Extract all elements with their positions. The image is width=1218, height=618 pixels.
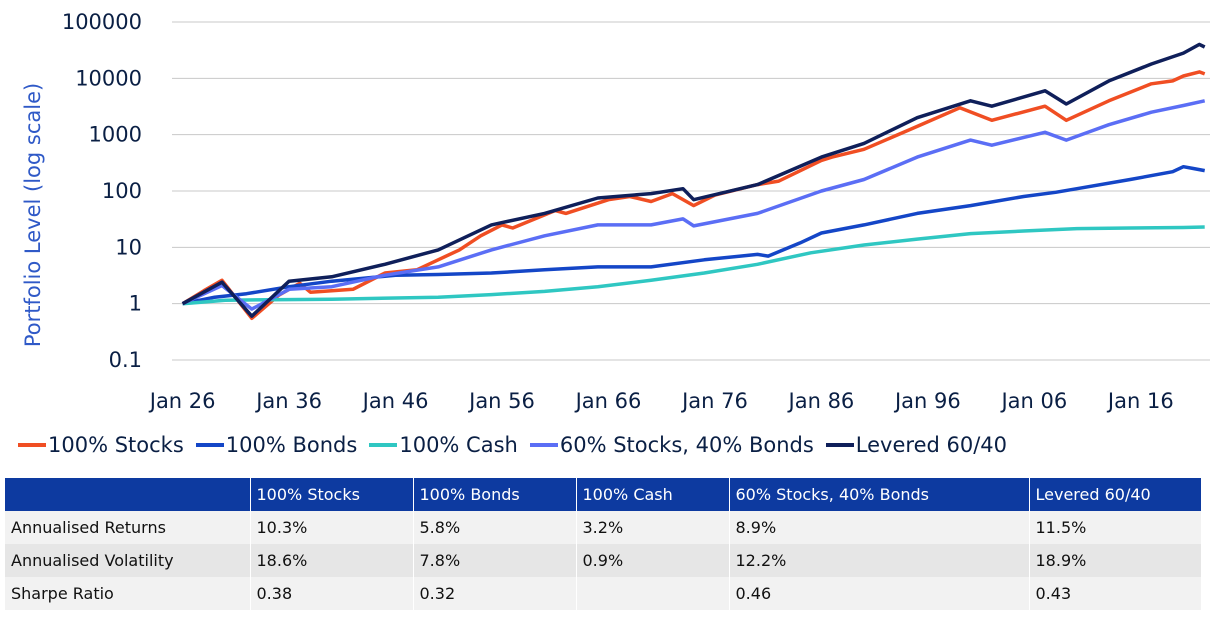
x-tick-label: Jan 06 bbox=[999, 389, 1067, 413]
x-tick-label: Jan 56 bbox=[467, 389, 535, 413]
series-line-2 bbox=[182, 164, 1206, 306]
table-cell bbox=[576, 577, 730, 610]
table-row: Annualised Returns 10.3% 5.8% 3.2% 8.9% 11.5% bbox=[5, 511, 1202, 544]
legend-item: 100% Cash bbox=[369, 433, 518, 457]
row-label: Sharpe Ratio bbox=[5, 577, 251, 610]
table-cell: 5.8% bbox=[413, 511, 577, 544]
legend-item: 100% Bonds bbox=[195, 433, 358, 457]
table-row: Annualised Volatility 18.6% 7.8% 0.9% 12.2% 1… bbox=[5, 544, 1202, 577]
table-header-cell: Levered 60/40 bbox=[1029, 478, 1202, 511]
x-tick-label: Jan 16 bbox=[1106, 389, 1174, 413]
legend-label: 100% Cash bbox=[399, 433, 518, 457]
legend-item: 100% Stocks bbox=[18, 433, 184, 457]
table-header-cell: 100% Bonds bbox=[413, 478, 577, 511]
row-label: Annualised Volatility bbox=[5, 544, 251, 577]
legend-swatch bbox=[369, 443, 398, 447]
y-tick-label: 0.1 bbox=[109, 348, 142, 372]
row-label: Annualised Returns bbox=[5, 511, 251, 544]
y-tick-label: 100 bbox=[102, 179, 142, 203]
y-tick-label: 10000 bbox=[75, 66, 142, 90]
legend-swatch bbox=[195, 443, 224, 447]
legend-swatch bbox=[529, 443, 558, 447]
legend-item: Levered 60/40 bbox=[825, 433, 1008, 457]
table-cell: 11.5% bbox=[1029, 511, 1202, 544]
table-cell: 8.9% bbox=[729, 511, 1030, 544]
table-header-row: 100% Stocks 100% Bonds 100% Cash 60% Stocks… bbox=[5, 478, 1202, 511]
chart-legend: 100% Stocks 100% Bonds 100% Cash 60% Stocks… bbox=[18, 428, 1218, 462]
x-tick-label: Jan 76 bbox=[680, 389, 748, 413]
table-cell: 0.32 bbox=[413, 577, 577, 610]
y-tick-label: 10 bbox=[115, 235, 142, 259]
x-axis-ticks: Jan 26 Jan 36 Jan 46 Jan 56 Jan 66 Jan 76 Jan … bbox=[148, 389, 1174, 413]
series-lines bbox=[181, 42, 1206, 321]
y-tick-label: 100000 bbox=[62, 10, 142, 34]
table-header-cell: 100% Stocks bbox=[250, 478, 414, 511]
y-tick-label: 1 bbox=[129, 292, 142, 316]
series-line-4 bbox=[181, 99, 1206, 311]
y-tick-label: 1000 bbox=[89, 123, 142, 147]
table-cell: 0.46 bbox=[729, 577, 1030, 610]
table-header-cell: 60% Stocks, 40% Bonds bbox=[729, 478, 1030, 511]
x-tick-label: Jan 26 bbox=[148, 389, 216, 413]
table-cell: 18.9% bbox=[1029, 544, 1202, 577]
legend-label: 100% Bonds bbox=[225, 433, 358, 457]
x-tick-label: Jan 46 bbox=[361, 389, 429, 413]
table-header-cell bbox=[5, 478, 251, 511]
series-line-5 bbox=[181, 42, 1206, 318]
gridlines bbox=[172, 21, 1210, 361]
series-line-1 bbox=[181, 70, 1206, 321]
table-cell: 18.6% bbox=[250, 544, 414, 577]
series-line-3 bbox=[182, 225, 1205, 306]
legend-label: 60% Stocks, 40% Bonds bbox=[559, 433, 814, 457]
table-cell: 10.3% bbox=[250, 511, 414, 544]
x-tick-label: Jan 36 bbox=[254, 389, 322, 413]
x-tick-label: Jan 86 bbox=[787, 389, 855, 413]
y-axis-ticks: 100000 10000 1000 100 10 1 0.1 bbox=[62, 10, 142, 372]
legend-swatch bbox=[18, 443, 46, 447]
x-tick-label: Jan 66 bbox=[574, 389, 642, 413]
legend-swatch bbox=[825, 443, 854, 447]
legend-label: 100% Stocks bbox=[48, 433, 184, 457]
legend-label: Levered 60/40 bbox=[855, 433, 1008, 457]
table-cell: 0.43 bbox=[1029, 577, 1202, 610]
table-cell: 12.2% bbox=[729, 544, 1030, 577]
table-header-cell: 100% Cash bbox=[576, 478, 730, 511]
table-cell: 0.9% bbox=[576, 544, 730, 577]
legend-item: 60% Stocks, 40% Bonds bbox=[529, 433, 814, 457]
table-cell: 0.38 bbox=[250, 577, 414, 610]
x-tick-label: Jan 96 bbox=[893, 389, 961, 413]
table-cell: 7.8% bbox=[413, 544, 577, 577]
table-row: Sharpe Ratio 0.38 0.32 0.46 0.43 bbox=[5, 577, 1202, 610]
statistics-table: 100% Stocks 100% Bonds 100% Cash 60% Stocks… bbox=[5, 478, 1202, 610]
table-cell: 3.2% bbox=[576, 511, 730, 544]
y-axis-title: Portfolio Level (log scale) bbox=[21, 83, 45, 347]
